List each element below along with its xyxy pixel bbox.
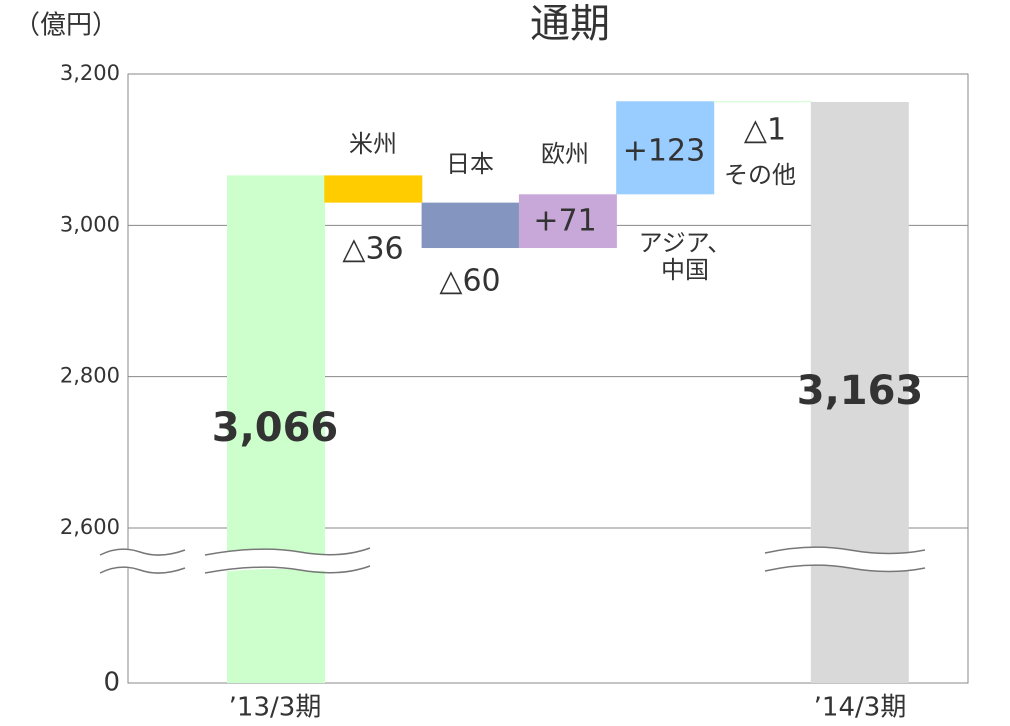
value-label: △1 [744, 113, 786, 148]
category-label: ’13/3期 [229, 693, 322, 723]
y-axis-label: （億円） [14, 11, 118, 41]
category-label: 欧州 [541, 140, 589, 168]
break-marks [99, 546, 926, 574]
category-label: 米州 [349, 130, 397, 158]
y-tick-label: 2,600 [60, 515, 120, 539]
bar [421, 202, 520, 249]
value-label: +71 [533, 204, 596, 239]
bar [810, 101, 909, 684]
y-tick-label: 3,000 [60, 212, 120, 236]
value-label: △36 [342, 232, 403, 267]
bar [518, 194, 617, 249]
bar [713, 101, 812, 103]
y-tick-label: 2,800 [60, 364, 120, 388]
bar [324, 175, 423, 203]
category-label: アジア、中国 [638, 229, 732, 284]
value-label: △60 [439, 264, 500, 299]
plot-frame [127, 73, 969, 684]
value-label: 3,066 [212, 405, 339, 451]
category-label: その他 [724, 161, 796, 189]
category-label: 日本 [446, 150, 494, 178]
y-tick-label: 0 [103, 668, 120, 698]
chart-title: 通期 [530, 1, 610, 47]
y-tick-label: 3,200 [60, 61, 120, 85]
bar [227, 175, 325, 684]
value-label: 3,163 [797, 368, 924, 414]
category-label: ’14/3期 [814, 693, 907, 723]
bar [616, 101, 715, 195]
value-label: +123 [623, 134, 705, 169]
